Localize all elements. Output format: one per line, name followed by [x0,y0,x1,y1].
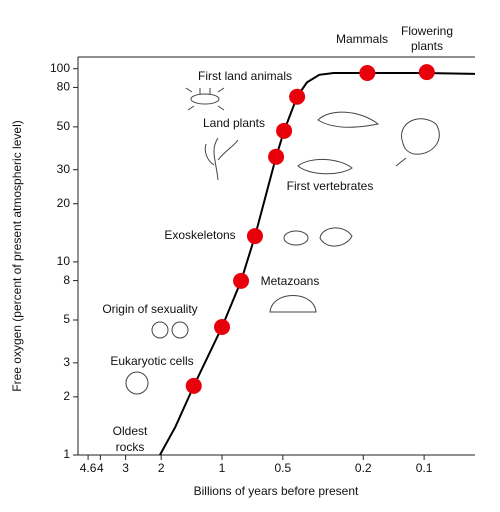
event-point [233,272,250,289]
event-label: Flowering [401,24,453,38]
y-tick-label: 30 [57,162,71,176]
y-tick-label: 100 [50,61,70,75]
x-tick-label: 2 [158,461,165,475]
event-point [268,148,285,165]
event-label: Mammals [336,32,388,46]
annotation: Oldest [113,424,148,438]
y-tick-label: 5 [63,312,70,326]
x-tick-label: 0.5 [275,461,292,475]
event-point [418,64,435,81]
event-label: Exoskeletons [164,228,235,242]
x-tick-label: 4 [97,461,104,475]
illustrations [125,87,440,395]
y-axis-label: Free oxygen (percent of present atmosphe… [10,120,24,391]
x-tick-label: 4.6 [80,461,97,475]
event-point [246,228,263,245]
event-label: Land plants [203,116,265,130]
x-tick-label: 1 [219,461,226,475]
annotation: rocks [116,440,145,454]
y-tick-label: 3 [63,355,70,369]
x-axis-label: Billions of years before present [194,484,359,498]
event-point [276,122,293,139]
y-tick-label: 20 [57,196,71,210]
oxygen-curve [159,72,476,456]
x-tick-label: 3 [122,461,129,475]
y-tick-label: 10 [57,254,71,268]
event-label: First land animals [198,69,292,83]
y-tick-label: 80 [57,80,71,94]
event-label: Metazoans [261,274,320,288]
event-label: Eukaryotic cells [110,354,193,368]
y-tick-label: 1 [63,447,70,461]
event-label: Origin of sexuality [102,302,197,316]
event-point [185,377,202,394]
event-label: First vertebrates [287,179,374,193]
event-point [289,88,306,105]
y-tick-label: 8 [63,273,70,287]
y-tick-label: 50 [57,119,71,133]
x-tick-label: 0.2 [355,461,372,475]
event-point [359,65,376,82]
y-tick-label: 2 [63,389,70,403]
x-tick-label: 0.1 [416,461,433,475]
event-point [214,318,231,335]
event-label: plants [411,39,443,53]
